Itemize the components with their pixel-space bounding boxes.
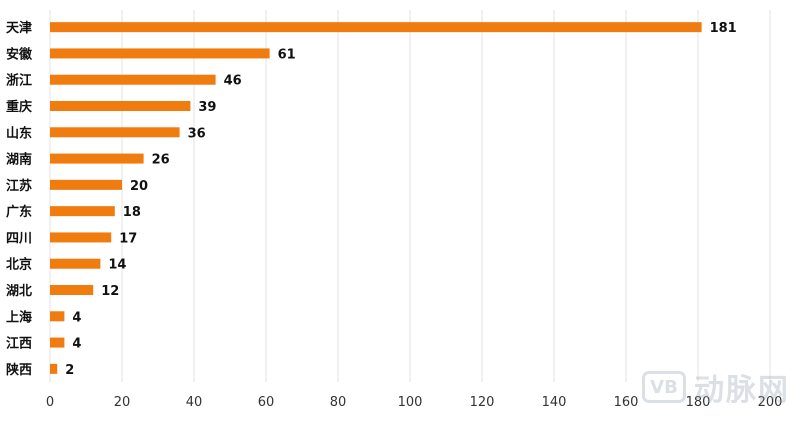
bar: [50, 285, 94, 295]
watermark: VB 动脉网: [642, 365, 790, 409]
x-tick-label: 40: [186, 395, 203, 410]
data-label: 4: [72, 310, 81, 325]
category-label: 山东: [6, 125, 32, 141]
data-label: 39: [198, 100, 216, 115]
bar: [50, 74, 216, 85]
data-label: 14: [108, 258, 126, 273]
category-label: 北京: [6, 257, 32, 273]
bar: [50, 258, 101, 269]
x-axis-ticks: 0 20 40 60 80 100 120 140 160 180 200: [46, 395, 783, 410]
category-label: 天津: [6, 20, 32, 36]
x-tick-label: 20: [114, 395, 131, 410]
bar: [50, 179, 122, 190]
x-tick-label: 160: [614, 395, 639, 410]
bar: [50, 22, 702, 33]
bar: [50, 337, 65, 348]
x-tick-label: 0: [46, 395, 54, 410]
category-label: 陕西: [6, 362, 32, 378]
watermark-logo: VB: [642, 371, 686, 403]
category-label: 重庆: [6, 99, 32, 115]
data-label: 12: [101, 284, 119, 299]
data-label: 61: [278, 47, 296, 62]
bar: [50, 311, 65, 322]
gridlines: [49, 10, 771, 382]
bar: [50, 206, 115, 217]
x-tick-label: 100: [398, 395, 423, 410]
category-label: 安徽: [6, 46, 33, 62]
category-label: 湖北: [6, 284, 32, 299]
bar: [50, 363, 58, 374]
data-label: 4: [72, 337, 81, 352]
x-tick-label: 120: [470, 395, 495, 410]
data-label: 26: [152, 153, 170, 168]
bar: [50, 101, 191, 111]
bar: [50, 127, 180, 138]
data-label: 20: [130, 179, 148, 194]
x-tick-label: 200: [758, 395, 783, 410]
category-label: 广东: [6, 204, 32, 220]
data-label: 36: [188, 126, 206, 141]
category-label: 四川: [6, 231, 32, 246]
value-labels: 181 61 46 39 36 26 20 18 17 14 12 4 4 2: [65, 21, 737, 378]
bar: [50, 153, 144, 164]
x-tick-label: 180: [686, 395, 711, 410]
category-label: 江西: [6, 336, 32, 352]
bar: [50, 48, 270, 59]
data-label: 2: [65, 363, 74, 378]
data-label: 18: [123, 205, 141, 220]
data-label: 17: [119, 231, 137, 246]
category-label: 江苏: [6, 178, 32, 194]
category-label: 湖南: [6, 152, 32, 168]
x-tick-label: 60: [258, 395, 275, 410]
bar: [50, 232, 112, 243]
category-label: 浙江: [6, 73, 32, 89]
data-label: 181: [710, 21, 737, 36]
category-label: 上海: [6, 309, 32, 325]
data-label: 46: [224, 74, 242, 89]
watermark-text: 动脉网: [694, 373, 790, 408]
x-tick-label: 140: [542, 395, 567, 410]
x-tick-label: 80: [330, 395, 347, 410]
bars: [50, 22, 702, 374]
